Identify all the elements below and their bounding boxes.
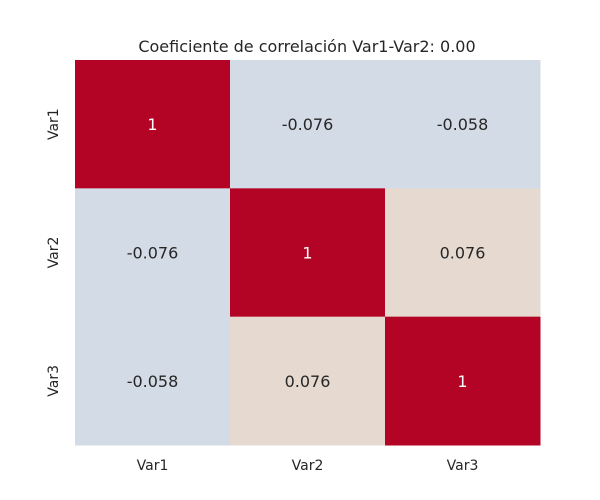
x-tick-label: Var3 <box>447 458 479 474</box>
cell-value-label: -0.058 <box>127 372 179 391</box>
cell-value-label: -0.076 <box>127 244 179 263</box>
cell-value-label: -0.058 <box>437 115 489 134</box>
cell-value-label: 0.076 <box>440 244 486 263</box>
heatmap-cells <box>75 60 541 446</box>
heatmap-cell-var3-var1 <box>75 316 231 446</box>
x-axis-ticks: Var1 Var2 Var3 <box>137 458 479 474</box>
heatmap-cell-var3-var3 <box>385 316 541 446</box>
x-tick-label: Var1 <box>137 458 169 474</box>
cell-value-label: 1 <box>302 244 312 263</box>
heatmap-cell-var2-var1 <box>75 188 231 318</box>
x-tick-label: Var2 <box>292 458 324 474</box>
cell-value-label: 1 <box>457 372 467 391</box>
cell-value-label: 0.076 <box>285 372 331 391</box>
heatmap-cell-var2-var2 <box>230 188 386 318</box>
y-tick-label: Var2 <box>46 237 62 269</box>
cell-value-label: -0.076 <box>282 115 334 134</box>
heatmap-cell-var1-var3 <box>385 60 541 189</box>
chart-title: Coeficiente de correlación Var1-Var2: 0.… <box>138 37 475 56</box>
heatmap-cell-var1-var1 <box>75 60 231 189</box>
heatmap-cell-var1-var2 <box>230 60 386 189</box>
heatmap-cell-labels: 1 -0.076 -0.058 -0.076 1 0.076 -0.058 0.076 1 <box>127 115 489 391</box>
heatmap-cell-var2-var3 <box>385 188 541 318</box>
heatmap-cell-var3-var2 <box>230 316 386 446</box>
y-axis-ticks: Var1 Var2 Var3 <box>46 108 62 396</box>
y-tick-label: Var3 <box>46 365 62 397</box>
y-tick-label: Var1 <box>46 108 62 140</box>
cell-value-label: 1 <box>147 115 157 134</box>
